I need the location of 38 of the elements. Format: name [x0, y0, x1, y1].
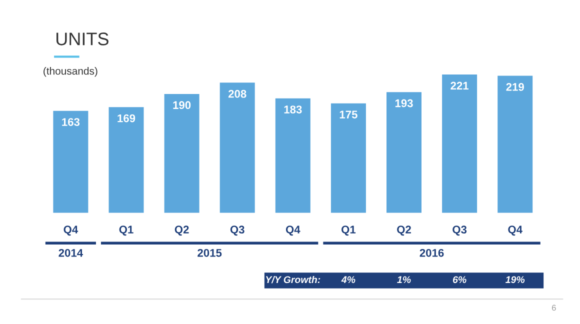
data-label: 190 [173, 101, 191, 110]
text: 2014 [58, 248, 83, 257]
data-label: 175 [340, 110, 358, 118]
text: 19% [506, 276, 525, 284]
x-tick-label: Q3 [452, 226, 467, 236]
data-label: 219 [506, 83, 524, 91]
data-label: 208 [228, 90, 246, 98]
y-axis-title: (thousands) [44, 67, 98, 77]
bar [498, 76, 533, 213]
chart-title: UNITS [56, 32, 108, 46]
text: 2016 [420, 248, 444, 257]
text: 1% [397, 276, 411, 284]
bar [442, 74, 478, 213]
data-label: 183 [284, 106, 302, 114]
data-label: 193 [395, 99, 413, 108]
data-label: 169 [118, 114, 136, 122]
x-tick-label: Q1 [341, 226, 356, 236]
text: 2015 [198, 248, 222, 257]
x-tick-label: Q2 [174, 226, 189, 236]
text: 6% [452, 276, 466, 284]
x-tick-label: Q3 [230, 226, 244, 236]
x-tick-label: Q4 [64, 226, 78, 236]
bar [220, 82, 255, 213]
bar [164, 94, 200, 213]
bar [275, 98, 310, 213]
data-label: 221 [450, 82, 469, 90]
data-label: 163 [62, 118, 80, 126]
x-tick-label: Q2 [397, 226, 411, 236]
bar [108, 107, 144, 213]
bar [330, 103, 366, 213]
x-tick-label: Q4 [508, 226, 522, 236]
text: Y/Y Growth: [266, 276, 320, 284]
x-tick-label: Q1 [119, 226, 134, 236]
text: 4% [341, 276, 356, 284]
bar [386, 92, 422, 213]
x-tick-label: Q4 [286, 226, 300, 236]
bar [53, 110, 88, 213]
text: 6 [552, 304, 556, 311]
